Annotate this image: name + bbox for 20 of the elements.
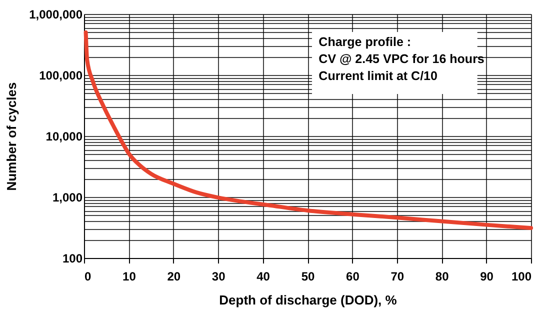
x-tick-label: 10 [122,270,136,284]
x-tick-label: 50 [301,270,315,284]
x-tick-label: 60 [346,270,360,284]
x-tick-label: 40 [256,270,270,284]
x-tick-label: 100 [511,270,532,284]
y-tick-label: 100,000 [39,68,83,82]
y-tick-label: 1,000 [52,190,83,204]
y-tick-label: 100 [62,252,83,266]
y-tick-label: 1,000,000 [29,8,83,22]
x-tick-label: 80 [435,270,450,284]
line-series [84,30,533,230]
x-tick-label: 20 [167,270,181,284]
x-axis-title: Depth of discharge (DOD), % [219,292,398,308]
x-tick-label: 90 [480,270,494,284]
y-axis-title: Number of cycles [4,82,20,191]
x-tick-label: 70 [390,270,404,284]
x-tick-label: 0 [84,270,92,284]
x-tick-label: 30 [212,270,226,284]
annotation: Charge profile : CV @ 2.45 VPC for 16 hours Current limit at C/10 [318,35,484,83]
y-tick-label: 10,000 [46,130,83,144]
